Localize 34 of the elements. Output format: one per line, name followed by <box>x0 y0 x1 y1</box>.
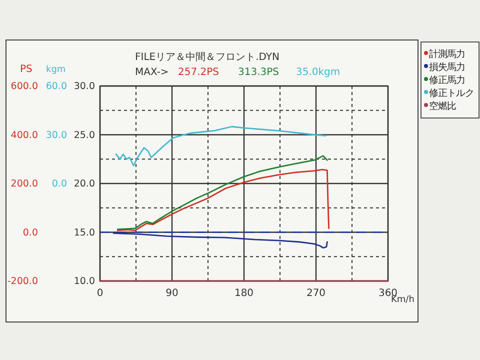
y-axis-title: PS <box>20 64 32 75</box>
y2-tick-label: 60.0 <box>46 81 67 92</box>
y3-tick-label: 10.0 <box>74 276 95 288</box>
line-series <box>115 126 326 166</box>
x-tick-label: 90 <box>166 288 178 300</box>
y3-tick-label: 15.0 <box>74 227 95 238</box>
y-tick-label: -200.0 <box>7 276 38 288</box>
y-tick-label: 0.0 <box>22 227 38 238</box>
y3-tick-label: 20.0 <box>74 178 95 190</box>
y-tick-label: 200.0 <box>10 178 38 190</box>
legend-label: 修正トルク <box>429 88 474 99</box>
y3-tick-label: 30.0 <box>74 81 95 92</box>
y2-tick-label: 30.0 <box>46 130 67 141</box>
text: 313.3PS <box>238 67 280 78</box>
legend-label: 計測馬力 <box>429 49 465 60</box>
y-tick-label: 600.0 <box>10 81 38 92</box>
x-tick-label: 270 <box>306 288 326 300</box>
legend-label: 修正馬力 <box>429 75 465 86</box>
line-series <box>112 232 328 249</box>
line-series <box>116 168 330 231</box>
text: MAX-> <box>135 67 169 78</box>
x-tick-label: 180 <box>234 288 254 300</box>
y2-tick-label: 0.0 <box>52 178 67 190</box>
y3-tick-label: 25.0 <box>74 130 95 141</box>
y2-axis-title: kgm <box>46 65 66 75</box>
chart-title: FILEリア＆中間＆フロント.DYN <box>135 51 280 63</box>
legend-label: 空燃比 <box>429 101 456 112</box>
text: 257.2PS <box>178 67 220 78</box>
y-tick-label: 400.0 <box>10 130 38 141</box>
x-axis-title: Km/h <box>391 295 414 305</box>
x-tick-label: 0 <box>96 288 104 300</box>
text: 35.0kgm <box>296 67 340 78</box>
line-series <box>116 155 328 230</box>
legend-label: 損失馬力 <box>429 62 465 73</box>
